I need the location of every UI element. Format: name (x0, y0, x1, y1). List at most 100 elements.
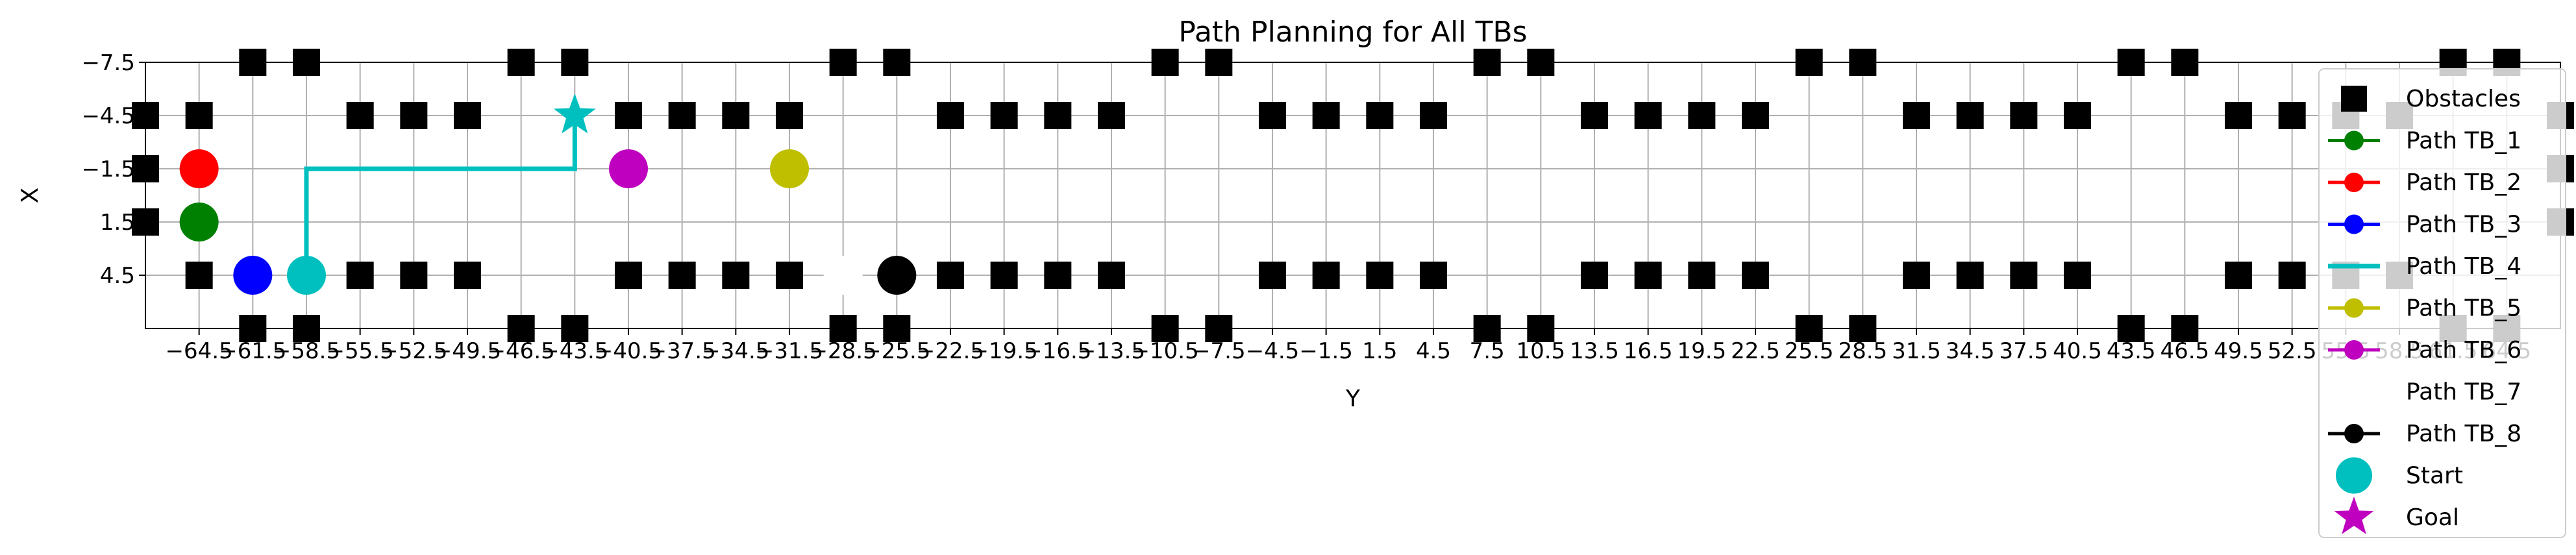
x-tick-label: 49.5 (2214, 338, 2263, 364)
x-tick-label: −22.5 (917, 338, 984, 364)
legend-label: Path TB_1 (2406, 128, 2521, 154)
x-tick-label: −52.5 (380, 338, 447, 364)
x-tick-label: 7.5 (1470, 338, 1505, 364)
start-marker-path-tb_5 (770, 149, 809, 188)
x-tick-label: 22.5 (1731, 338, 1780, 364)
legend-handle-square (2341, 86, 2367, 112)
obstacle-square (2064, 102, 2091, 129)
legend-label: Path TB_3 (2406, 212, 2521, 238)
legend-label: Path TB_7 (2406, 379, 2521, 406)
x-axis-title: Y (1345, 386, 1361, 412)
obstacle-square (1903, 102, 1930, 129)
x-tick-label: −43.5 (541, 338, 608, 364)
legend: Obstacles Path TB_1 Path TB_2 Path TB_3 Path… (2318, 68, 2566, 538)
obstacle-square (1420, 262, 1447, 289)
x-tick-label: 46.5 (2160, 338, 2209, 364)
obstacle-square (1098, 102, 1125, 129)
legend-label: Path TB_4 (2406, 253, 2521, 280)
obstacle-square (400, 102, 428, 129)
obstacle-square (615, 262, 642, 289)
x-tick-label: −31.5 (756, 338, 823, 364)
x-tick-label: 13.5 (1570, 338, 1619, 364)
x-tick-label: −64.5 (166, 338, 233, 364)
obstacle-square (1742, 102, 1769, 129)
chart-title: Path Planning for All TBs (1178, 16, 1527, 49)
legend-label: Start (2406, 463, 2463, 489)
y-tick-label: 1.5 (100, 210, 135, 236)
start-marker-path-tb_2 (179, 149, 219, 188)
obstacle-square (346, 262, 374, 289)
x-tick-label: 16.5 (1624, 338, 1673, 364)
y-axis-title: X (17, 188, 43, 204)
obstacle-square (990, 102, 1018, 129)
start-marker-path-tb_6 (609, 149, 648, 188)
x-tick-label: −58.5 (273, 338, 340, 364)
obstacle-square (1044, 262, 1072, 289)
start-markers-layer (179, 93, 917, 295)
obstacle-square (454, 102, 481, 129)
start-marker-path-tb_3 (233, 256, 273, 295)
x-tick-label: 31.5 (1892, 338, 1941, 364)
obstacle-square (1259, 262, 1286, 289)
obstacle-square (1098, 262, 1125, 289)
obstacle-square (454, 262, 481, 289)
x-tick-label: 34.5 (1946, 338, 1995, 364)
x-tick-label: 25.5 (1785, 338, 1834, 364)
y-tick-label: −4.5 (81, 103, 135, 129)
x-tick-label: 19.5 (1677, 338, 1726, 364)
obstacle-square (1259, 102, 1286, 129)
obstacle-square (2064, 262, 2091, 289)
obstacle-square (1312, 262, 1340, 289)
x-tick-label: 43.5 (2107, 338, 2156, 364)
x-tick-label: 28.5 (1838, 338, 1887, 364)
obstacle-square (2225, 262, 2252, 289)
obstacle-square (937, 262, 964, 289)
x-tick-label: 1.5 (1362, 338, 1397, 364)
x-tick-label: −40.5 (595, 338, 662, 364)
obstacle-square (776, 102, 803, 129)
obstacle-square (990, 262, 1018, 289)
obstacle-square (2010, 262, 2038, 289)
obstacle-square (1634, 102, 1662, 129)
obstacle-square (668, 262, 696, 289)
obstacle-square (1581, 262, 1608, 289)
x-tick-label: −61.5 (219, 338, 286, 364)
obstacle-square (1366, 262, 1394, 289)
y-tick-label: 4.5 (100, 263, 135, 289)
y-tick-label: −7.5 (81, 50, 135, 76)
x-tick-label: −34.5 (702, 338, 769, 364)
obstacle-square (1688, 102, 1716, 129)
legend-label: Path TB_5 (2406, 295, 2521, 322)
x-axis-ticks: −64.5−61.5−58.5−55.5−52.5−49.5−46.5−43.5… (166, 328, 2531, 364)
legend-handle-circle (2344, 214, 2364, 234)
paths-layer (304, 116, 577, 275)
x-tick-label: −19.5 (971, 338, 1038, 364)
x-tick-label: −4.5 (1246, 338, 1300, 364)
legend-handle-circle (2344, 130, 2364, 151)
obstacle-square (1420, 102, 1447, 129)
legend-label: Obstacles (2406, 86, 2521, 112)
obstacle-square (1312, 102, 1340, 129)
legend-handle-circle (2344, 298, 2364, 318)
x-tick-label: −55.5 (327, 338, 394, 364)
x-tick-label: −37.5 (649, 338, 716, 364)
goal-marker-path-tb_4 (554, 93, 596, 134)
legend-label: Goal (2406, 504, 2459, 531)
x-tick-label: −16.5 (1024, 338, 1091, 364)
legend-handle-star (2334, 497, 2374, 534)
x-tick-label: −10.5 (1132, 338, 1199, 364)
x-tick-label: −1.5 (1299, 338, 1353, 364)
obstacle-square (2225, 102, 2252, 129)
obstacle-square (722, 262, 750, 289)
obstacle-square (937, 102, 964, 129)
obstacle-square (1688, 262, 1716, 289)
obstacle-square (400, 262, 428, 289)
grid-lines (145, 62, 2560, 328)
legend-label: Path TB_6 (2406, 337, 2521, 364)
obstacles-layer (132, 49, 2574, 342)
legend-handle-start-circle (2336, 457, 2372, 494)
obstacle-square (615, 102, 642, 129)
obstacle-square (1742, 262, 1769, 289)
obstacle-square (2278, 102, 2306, 129)
